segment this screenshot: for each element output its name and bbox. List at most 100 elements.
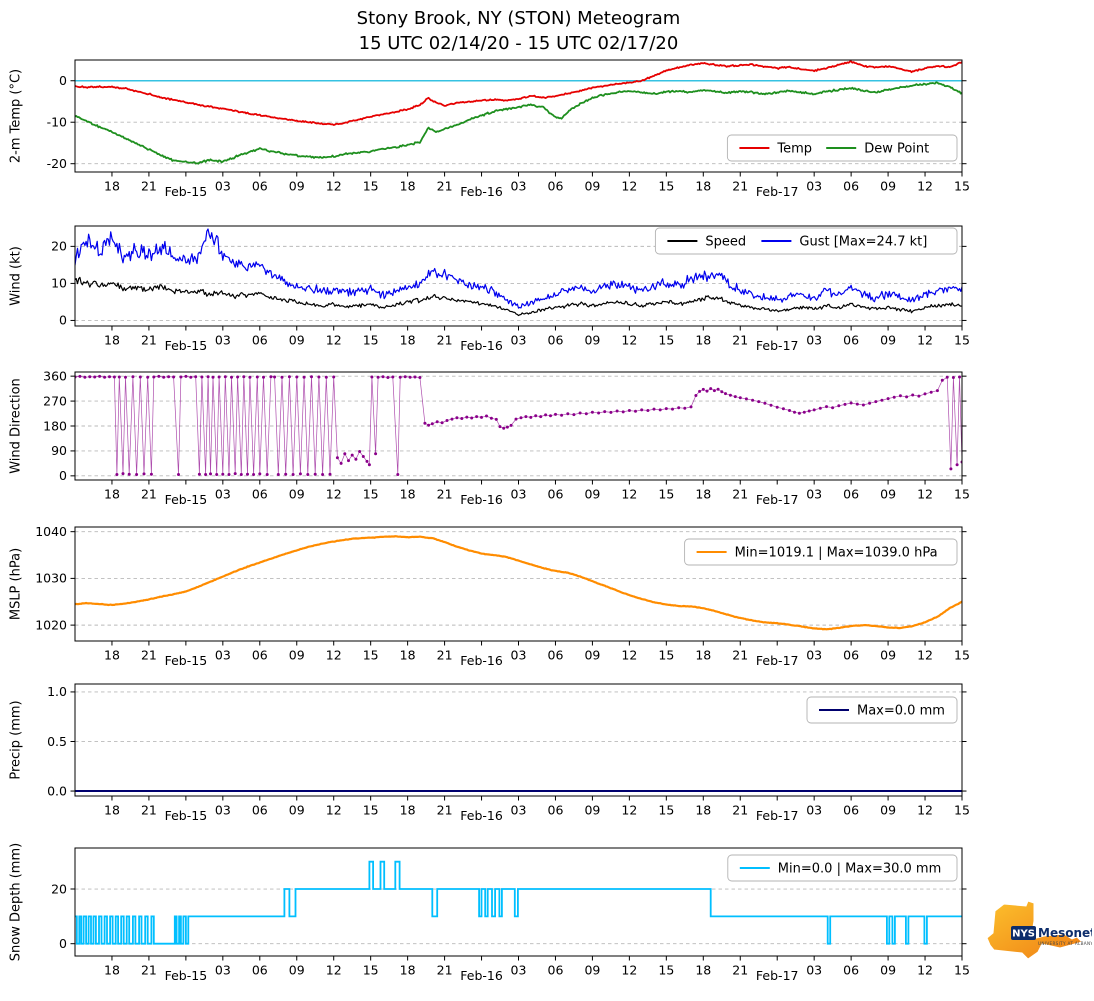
x-tick-label: 06 — [252, 648, 268, 663]
legend-label: Temp — [776, 142, 812, 157]
x-tick-label: 03 — [511, 648, 527, 663]
x-axis-ticks: 18 21 Feb-15 03 06 09 12 15 18 21 Feb-16 03 06 09 12 15… — [104, 956, 970, 983]
x-tick-label: 15 — [658, 487, 674, 502]
series-mslp — [75, 535, 962, 631]
plot-border — [74, 683, 963, 797]
x-tick-label: 21 — [732, 803, 748, 818]
x-tick-label: Feb-16 — [460, 968, 503, 983]
gridlines — [75, 245, 962, 321]
x-tick-label: 21 — [437, 803, 453, 818]
x-tick-label: 15 — [658, 963, 674, 978]
y-tick-label: 20 — [51, 239, 67, 254]
x-tick-label: Feb-17 — [756, 808, 799, 823]
y-axis-ticks: 360 270 180 90 0 — [43, 368, 967, 483]
series-group — [75, 860, 962, 945]
x-tick-label: 09 — [880, 487, 896, 502]
x-tick-label: 03 — [215, 803, 231, 818]
panel-wind-direction-chart: 360 270 180 90 0 18 21 Feb-15 03 06 09 12 15 18 21 Feb-… — [43, 368, 970, 507]
x-tick-label: 18 — [695, 803, 711, 818]
y-tick-label: 1.0 — [47, 684, 67, 699]
x-tick-label: 12 — [621, 803, 637, 818]
x-tick-label: 12 — [917, 333, 933, 348]
x-tick-label: 09 — [289, 179, 305, 194]
x-tick-label: 09 — [289, 803, 305, 818]
series-wind-direction-line — [75, 376, 962, 475]
panel-precip-chart: 1.0 0.5 0.0 18 21 Feb-15 03 06 09 12 15 18 21 Feb-16 0… — [47, 683, 970, 823]
x-tick-label: 06 — [548, 648, 564, 663]
legend-precip: Max=0.0 mm — [806, 696, 958, 724]
legend-label: Dew Point — [864, 142, 929, 157]
x-tick-label: 12 — [621, 487, 637, 502]
x-tick-label: 18 — [104, 487, 120, 502]
plot-border — [74, 225, 963, 327]
y-tick-label: -20 — [47, 156, 67, 171]
x-tick-label: Feb-15 — [165, 808, 208, 823]
x-tick-label: 03 — [511, 803, 527, 818]
legend-label: Min=1019.1 | Max=1039.0 hPa — [735, 546, 938, 561]
gridlines — [75, 531, 962, 626]
nys-mesonet-logo: NYS Mesonet UNIVERSITY AT ALBANY — [986, 900, 1092, 960]
x-tick-label: 09 — [289, 333, 305, 348]
x-tick-label: Feb-16 — [460, 808, 503, 823]
series-temp — [75, 60, 962, 126]
x-tick-label: 18 — [104, 803, 120, 818]
y-tick-label: 270 — [43, 393, 67, 408]
panel-mslp-chart: 1040 1030 1020 18 21 Feb-15 03 06 09 12 15 18 21 Feb-… — [35, 524, 970, 668]
x-axis-ticks: 18 21 Feb-15 03 06 09 12 15 18 21 Feb-16 03 06 09 12 15… — [104, 796, 970, 823]
x-tick-label: 18 — [695, 179, 711, 194]
x-tick-label: 09 — [584, 179, 600, 194]
y-tick-label: -10 — [47, 115, 67, 130]
x-tick-label: 03 — [215, 333, 231, 348]
x-tick-label: 12 — [917, 179, 933, 194]
x-tick-label: 21 — [732, 179, 748, 194]
x-tick-label: 12 — [326, 179, 342, 194]
x-tick-label: 18 — [104, 963, 120, 978]
legend-snow: Min=0.0 | Max=30.0 mm — [727, 854, 958, 882]
x-tick-label: 03 — [806, 179, 822, 194]
x-tick-label: 21 — [141, 648, 157, 663]
x-tick-label: 09 — [289, 487, 305, 502]
x-tick-label: 09 — [880, 803, 896, 818]
x-tick-label: 15 — [954, 487, 970, 502]
plot-border — [74, 526, 963, 642]
legend-wind: Speed Gust [Max=24.7 kt] — [654, 227, 958, 255]
series-speed — [75, 276, 962, 317]
x-tick-label: 18 — [695, 648, 711, 663]
x-tick-label: 21 — [141, 179, 157, 194]
x-tick-label: 18 — [400, 333, 416, 348]
x-tick-label: 12 — [621, 963, 637, 978]
x-tick-label: 12 — [917, 648, 933, 663]
x-axis-ticks: 18 21 Feb-15 03 06 09 12 15 18 21 Feb-16 03 06 09 12 15… — [104, 172, 970, 199]
y-tick-label: 90 — [51, 443, 67, 458]
x-tick-label: Feb-17 — [756, 492, 799, 507]
x-tick-label: 09 — [584, 487, 600, 502]
y-axis-ticks: 1040 1030 1020 — [35, 524, 967, 632]
x-tick-label: 09 — [880, 179, 896, 194]
y-tick-label: 0.5 — [47, 734, 67, 749]
plot-border — [74, 371, 963, 481]
series-dew-point — [75, 81, 962, 165]
x-tick-label: 06 — [252, 487, 268, 502]
x-tick-label: 15 — [363, 963, 379, 978]
legend-label: Max=0.0 mm — [857, 704, 945, 719]
plot-border — [74, 847, 963, 957]
x-tick-label: 15 — [363, 648, 379, 663]
figure-subtitle: 15 UTC 02/14/20 - 15 UTC 02/17/20 — [358, 33, 679, 54]
x-tick-label: 18 — [400, 179, 416, 194]
x-axis-ticks: 18 21 Feb-15 03 06 09 12 15 18 21 Feb-16 03 06 09 12 15… — [104, 326, 970, 353]
x-tick-label: 15 — [658, 648, 674, 663]
series-gust — [75, 228, 962, 309]
y-tick-label: 0 — [59, 73, 67, 88]
x-tick-label: 21 — [437, 333, 453, 348]
x-tick-label: 03 — [215, 179, 231, 194]
x-tick-label: 06 — [548, 803, 564, 818]
x-tick-label: Feb-16 — [460, 492, 503, 507]
x-tick-label: 03 — [215, 963, 231, 978]
x-tick-label: 03 — [806, 963, 822, 978]
x-tick-label: 15 — [363, 333, 379, 348]
x-tick-label: Feb-16 — [460, 184, 503, 199]
x-tick-label: 15 — [363, 803, 379, 818]
y-tick-label: 0 — [59, 468, 67, 483]
x-tick-label: 15 — [954, 648, 970, 663]
series-group — [75, 228, 962, 317]
